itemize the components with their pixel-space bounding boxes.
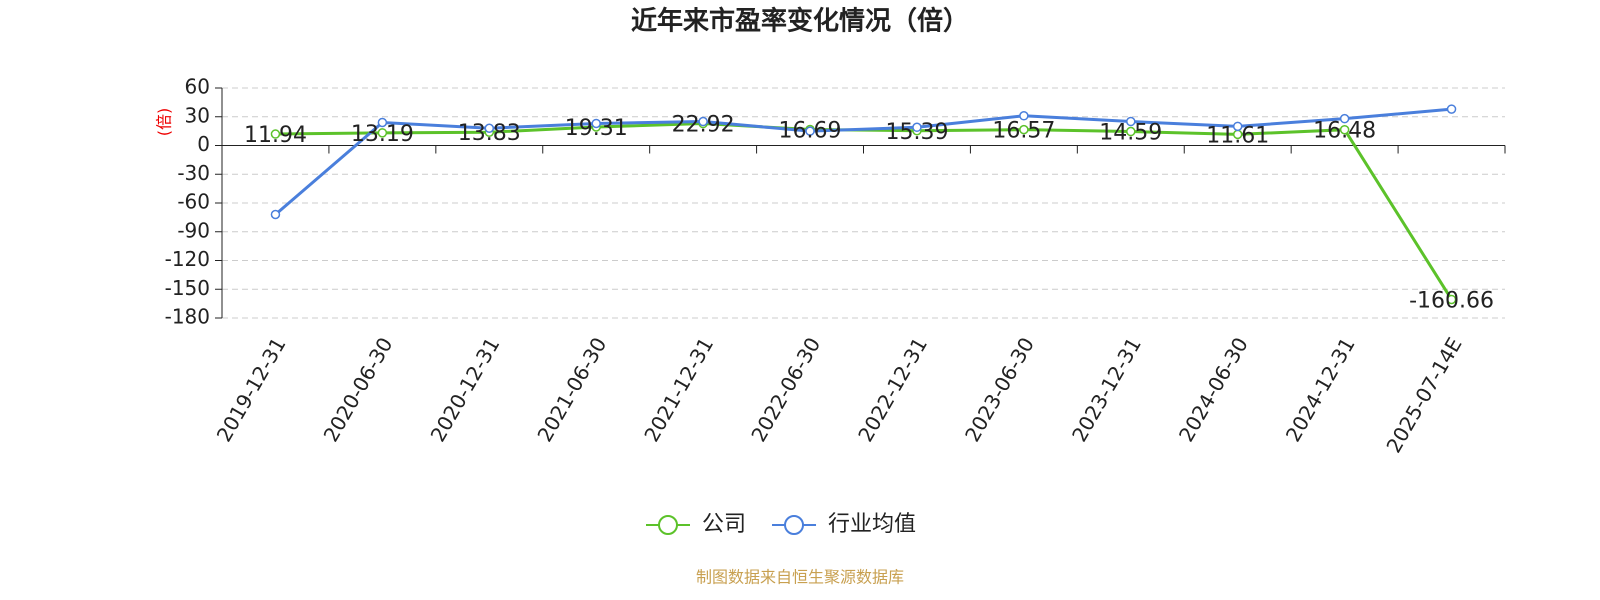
- x-tick-label: 2019-12-31: [212, 333, 291, 446]
- data-point: [1019, 124, 1029, 135]
- y-tick-label: 30: [185, 103, 210, 127]
- data-label: 13.83: [458, 121, 521, 146]
- x-tick-label: 2025-07-14E: [1381, 333, 1466, 457]
- y-tick-label: 0: [197, 132, 210, 156]
- data-point: [1019, 111, 1029, 121]
- data-label: 16.57: [992, 119, 1055, 144]
- y-tick-label: -120: [165, 247, 210, 271]
- series-line: [274, 107, 1452, 216]
- data-label: 16.69: [779, 119, 842, 144]
- legend-marker: [784, 515, 805, 535]
- y-tick-label: -180: [165, 305, 210, 329]
- data-point: [1339, 113, 1350, 124]
- data-point: [805, 126, 815, 136]
- source-note: 制图数据来自恒生聚源数据库: [696, 568, 904, 587]
- data-label: 13.19: [351, 122, 414, 147]
- data-label: 11.94: [244, 123, 307, 148]
- data-label: 14.59: [1099, 121, 1162, 146]
- data-label: 19.31: [565, 116, 628, 141]
- data-point: [1126, 126, 1136, 137]
- data-point: [1126, 116, 1136, 127]
- data-label: 22.92: [672, 113, 735, 138]
- data-label: -160.66: [1409, 288, 1494, 313]
- legend-label: 公司: [702, 512, 746, 537]
- data-point: [591, 118, 601, 129]
- data-point: [912, 122, 922, 133]
- y-axis-label: (倍): [155, 108, 174, 137]
- data-point: [270, 209, 281, 220]
- data-point: [698, 116, 708, 127]
- data-label: 15.39: [885, 120, 948, 145]
- data-point: [1232, 121, 1243, 132]
- data-point: [270, 129, 281, 139]
- data-point: [484, 123, 495, 133]
- y-tick-label: -30: [177, 161, 210, 185]
- x-tick-label: 2021-12-31: [639, 333, 718, 446]
- x-tick-label: 2024-12-31: [1281, 333, 1360, 446]
- legend-marker: [658, 515, 678, 535]
- x-tick-label: 2021-06-30: [532, 333, 611, 446]
- data-point: [1446, 104, 1457, 114]
- x-tick-label: 2023-06-30: [960, 333, 1039, 446]
- data-point: [377, 128, 388, 138]
- x-tick-label: 2020-12-31: [425, 333, 504, 446]
- y-tick-label: -60: [177, 190, 210, 214]
- y-tick-label: -90: [177, 218, 210, 242]
- chart-title: 近年来市盈率变化情况（倍）: [631, 6, 969, 37]
- data-point: [1339, 124, 1350, 135]
- data-point: [1446, 294, 1457, 305]
- y-tick-label: 60: [185, 75, 210, 99]
- x-tick-label: 2020-06-30: [319, 333, 398, 446]
- x-tick-label: 2023-12-31: [1067, 333, 1146, 446]
- legend-label: 行业均值: [828, 512, 916, 537]
- x-tick-label: 2022-06-30: [746, 333, 825, 446]
- x-tick-label: 2024-06-30: [1174, 333, 1253, 446]
- data-label: 11.61: [1206, 123, 1269, 148]
- y-tick-label: -150: [165, 276, 210, 300]
- data-point: [377, 117, 388, 128]
- x-tick-label: 2022-12-31: [853, 333, 932, 446]
- data-label: 16.48: [1313, 119, 1376, 144]
